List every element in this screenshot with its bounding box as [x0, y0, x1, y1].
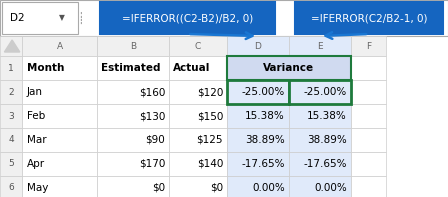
Bar — [169, 152, 227, 176]
Bar — [22, 56, 97, 80]
Text: 38.89%: 38.89% — [245, 135, 285, 145]
Bar — [0, 0, 448, 36]
Text: Feb: Feb — [27, 111, 45, 121]
Bar — [97, 36, 169, 56]
Text: May: May — [27, 183, 48, 193]
Text: Estimated: Estimated — [101, 63, 160, 73]
Bar — [289, 152, 351, 176]
Text: 38.89%: 38.89% — [307, 135, 347, 145]
Text: -17.65%: -17.65% — [303, 159, 347, 169]
Bar — [295, 2, 443, 34]
Bar — [227, 152, 289, 176]
Bar — [351, 176, 386, 197]
Bar — [0, 56, 22, 80]
Bar — [169, 128, 227, 152]
Bar — [289, 128, 351, 152]
Text: D2: D2 — [10, 13, 25, 23]
Bar — [351, 56, 386, 80]
Text: Mar: Mar — [27, 135, 47, 145]
Bar — [169, 80, 227, 104]
Text: Month: Month — [27, 63, 65, 73]
Text: D: D — [254, 42, 262, 50]
Bar — [289, 104, 351, 128]
Text: -25.00%: -25.00% — [242, 87, 285, 97]
Bar — [2, 2, 78, 34]
Text: $140: $140 — [197, 159, 223, 169]
Text: ▼: ▼ — [59, 14, 65, 22]
Text: 15.38%: 15.38% — [307, 111, 347, 121]
Text: A: A — [56, 42, 63, 50]
Text: ┊: ┊ — [77, 12, 83, 24]
Bar — [0, 36, 22, 56]
Text: $160: $160 — [138, 87, 165, 97]
Bar — [227, 104, 289, 128]
Text: F: F — [366, 42, 371, 50]
Text: 0.00%: 0.00% — [252, 183, 285, 193]
Text: 0.00%: 0.00% — [314, 183, 347, 193]
Bar — [351, 36, 386, 56]
Text: $90: $90 — [145, 135, 165, 145]
Bar — [0, 80, 22, 104]
Text: C: C — [195, 42, 201, 50]
Bar — [22, 152, 97, 176]
Text: Variance: Variance — [263, 63, 314, 73]
Text: $0: $0 — [152, 183, 165, 193]
Bar — [351, 104, 386, 128]
Text: -25.00%: -25.00% — [304, 87, 347, 97]
Bar — [351, 80, 386, 104]
Text: B: B — [130, 42, 136, 50]
Text: $170: $170 — [138, 159, 165, 169]
Bar — [97, 128, 169, 152]
Text: 3: 3 — [8, 112, 14, 121]
Text: 6: 6 — [8, 183, 14, 192]
Polygon shape — [4, 40, 20, 52]
Bar — [169, 36, 227, 56]
Text: 4: 4 — [8, 136, 14, 145]
Bar — [169, 104, 227, 128]
Bar — [227, 56, 351, 80]
Bar — [0, 176, 22, 197]
Bar — [97, 80, 169, 104]
Bar — [227, 128, 289, 152]
Text: 2: 2 — [8, 87, 14, 97]
Bar — [97, 176, 169, 197]
Bar — [97, 152, 169, 176]
Bar — [169, 176, 227, 197]
Text: 15.38%: 15.38% — [245, 111, 285, 121]
Bar — [0, 128, 22, 152]
Bar — [22, 80, 97, 104]
Text: 5: 5 — [8, 160, 14, 168]
Text: Jan: Jan — [27, 87, 43, 97]
Text: $130: $130 — [138, 111, 165, 121]
Text: =IFERROR((C2-B2)/B2, 0): =IFERROR((C2-B2)/B2, 0) — [122, 13, 253, 23]
Bar — [22, 128, 97, 152]
Text: $150: $150 — [197, 111, 223, 121]
Text: E: E — [317, 42, 323, 50]
Bar — [22, 36, 97, 56]
Text: $0: $0 — [210, 183, 223, 193]
Text: -17.65%: -17.65% — [241, 159, 285, 169]
Bar — [289, 176, 351, 197]
Text: Apr: Apr — [27, 159, 45, 169]
Bar — [289, 80, 351, 104]
Bar — [22, 176, 97, 197]
Text: $125: $125 — [197, 135, 223, 145]
Bar — [169, 56, 227, 80]
Bar — [97, 56, 169, 80]
Bar — [227, 80, 289, 104]
Bar — [22, 104, 97, 128]
Text: 1: 1 — [8, 63, 14, 72]
Bar — [289, 36, 351, 56]
Bar — [227, 176, 289, 197]
Text: $120: $120 — [197, 87, 223, 97]
Bar — [351, 128, 386, 152]
Bar — [100, 2, 275, 34]
Bar — [0, 152, 22, 176]
Text: =IFERROR(C2/B2-1, 0): =IFERROR(C2/B2-1, 0) — [311, 13, 427, 23]
Text: Actual: Actual — [173, 63, 211, 73]
Bar — [351, 152, 386, 176]
Bar — [227, 36, 289, 56]
Bar — [97, 104, 169, 128]
Bar — [0, 104, 22, 128]
